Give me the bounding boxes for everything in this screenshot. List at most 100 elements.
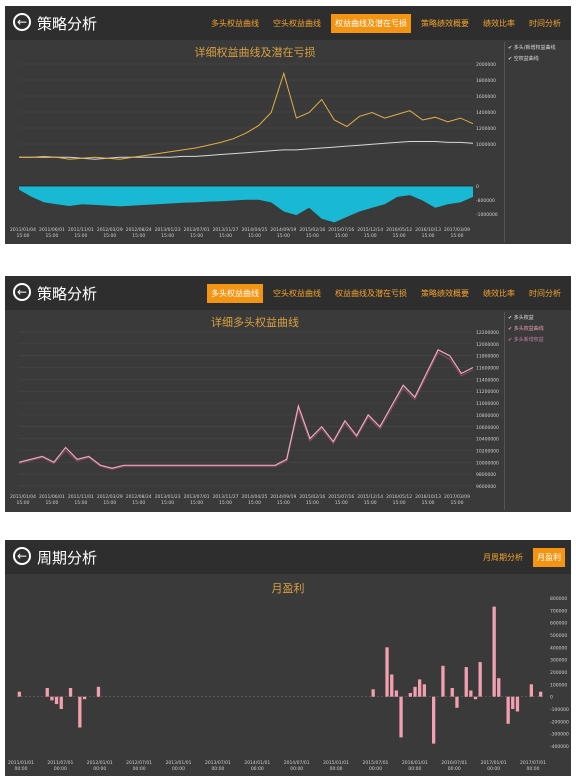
x-tick-label: 2011/06/01	[39, 227, 65, 233]
y-tick-label: 2000000	[476, 62, 496, 68]
profit-bar	[529, 684, 533, 697]
x-tick-label: 15:00	[17, 500, 30, 506]
x-tick-label: 15:00	[103, 233, 116, 239]
x-tick-label: 00:00	[172, 766, 185, 772]
y-tick-label: 100000	[550, 682, 567, 688]
x-tick-label: 15:00	[45, 233, 58, 239]
x-tick-label: 2015/02/16	[299, 494, 325, 500]
y-tick-label: -800000	[476, 198, 495, 204]
x-tick-label: 2017/01/01	[481, 760, 507, 766]
profit-bar	[515, 696, 520, 712]
tab-time-analysis[interactable]: 时间分析	[529, 19, 561, 28]
x-tick-label: 15:00	[74, 233, 87, 239]
profit-bar	[82, 696, 87, 700]
x-tick-label: 15:00	[364, 500, 377, 506]
tab-long-equity[interactable]: 多头权益曲线	[207, 284, 263, 303]
back-arrow-icon[interactable]: ←	[13, 283, 31, 301]
x-tick-label: 15:00	[451, 500, 464, 506]
tab-performance-summary[interactable]: 策略绩效概要	[421, 289, 469, 298]
profit-bar	[422, 684, 426, 697]
legend-item[interactable]: ✔ 多头新增权益	[508, 337, 544, 343]
panel-header: ← 策略分析 多头权益曲线 空头权益曲线 权益曲线及潜在亏损 策略绩效概要 绩效…	[5, 6, 571, 40]
x-tick-label: 15:00	[393, 500, 406, 506]
x-tick-label: 15:00	[132, 500, 145, 506]
y-tick-label: 1800000	[476, 78, 496, 84]
y-tick-label: 11600000	[476, 366, 499, 372]
x-tick-label: 2014/04/25	[241, 494, 267, 500]
x-tick-label: 15:00	[422, 500, 435, 506]
drawdown-area	[19, 186, 473, 223]
tab-equity-drawdown[interactable]: 权益曲线及潜在亏损	[335, 289, 407, 298]
x-tick-label: 2016/10/13	[415, 494, 441, 500]
profit-bar	[455, 696, 459, 708]
tab-monthly-profit[interactable]: 月盈利	[533, 548, 565, 567]
legend-item[interactable]: ✔ 多头/新增权益曲线	[508, 45, 556, 51]
tab-bar: 多头权益曲线 空头权益曲线 权益曲线及潜在亏损 策略绩效概要 绩效比率 时间分析	[207, 284, 565, 303]
x-tick-label: 15:00	[74, 500, 87, 506]
profit-bar	[390, 674, 394, 697]
y-tick-label: 11200000	[476, 389, 499, 395]
equity-line	[19, 71, 474, 160]
x-tick-label: 15:00	[219, 233, 232, 239]
x-tick-label: 2012/07/01	[126, 760, 152, 766]
tab-performance-summary[interactable]: 策略绩效概要	[421, 19, 469, 28]
profit-bar	[408, 693, 412, 697]
x-tick-label: 2011/01/04	[10, 494, 36, 500]
profit-bar	[506, 696, 510, 724]
tab-monthly-cycle[interactable]: 月周期分析	[483, 553, 523, 562]
x-tick-label: 2011/01/04	[10, 227, 36, 233]
profit-bar	[464, 667, 468, 697]
x-tick-label: 00:00	[487, 766, 500, 772]
profit-bar	[497, 678, 501, 697]
y-tick-label: 400000	[550, 645, 567, 651]
panel-header: ← 周期分析 月周期分析 月盈利	[5, 540, 571, 574]
tab-performance-ratio[interactable]: 绩效比率	[483, 19, 515, 28]
x-tick-label: 2013/01/23	[155, 227, 181, 233]
legend-item[interactable]: ✔ 多头权益曲线	[508, 326, 544, 332]
tab-time-analysis[interactable]: 时间分析	[529, 289, 561, 298]
x-tick-label: 15:00	[422, 233, 435, 239]
profit-bar	[492, 606, 496, 697]
x-tick-label: 2011/11/01	[68, 227, 94, 233]
tab-performance-ratio[interactable]: 绩效比率	[483, 289, 515, 298]
legend-item[interactable]: ✔ 多头权益	[508, 315, 534, 321]
profit-bar	[473, 696, 478, 700]
y-tick-label: 300000	[550, 658, 567, 664]
back-arrow-icon[interactable]: ←	[13, 547, 31, 565]
back-arrow-icon[interactable]: ←	[13, 13, 31, 31]
x-tick-label: 2012/03/29	[97, 227, 123, 233]
profit-bar	[441, 665, 445, 697]
y-tick-label: 11000000	[476, 401, 499, 407]
x-tick-label: 15:00	[161, 233, 174, 239]
profit-bar	[418, 679, 422, 697]
legend-item[interactable]: ✔ 空权益曲线	[508, 56, 539, 62]
tab-short-equity[interactable]: 空头权益曲线	[273, 19, 321, 28]
y-tick-label: 12200000	[476, 330, 499, 336]
x-tick-label: 00:00	[251, 766, 264, 772]
x-tick-label: 2013/11/27	[213, 494, 239, 500]
x-tick-label: 00:00	[15, 766, 28, 772]
y-tick-label: 1400000	[476, 110, 496, 116]
chart-legend: ✔ 多头权益 ✔ 多头权益曲线 ✔ 多头新增权益	[504, 312, 569, 510]
x-tick-label: 2014/09/19	[270, 227, 296, 233]
profit-bar	[478, 662, 482, 697]
tab-long-equity[interactable]: 多头权益曲线	[211, 19, 259, 28]
x-tick-label: 15:00	[393, 233, 406, 239]
tab-bar: 多头权益曲线 空头权益曲线 权益曲线及潜在亏损 策略绩效概要 绩效比率 时间分析	[207, 14, 565, 33]
x-tick-label: 2011/11/01	[68, 494, 94, 500]
profit-bar	[511, 696, 515, 709]
x-tick-label: 2017/07/01	[520, 760, 546, 766]
y-tick-label: 11800000	[476, 354, 499, 360]
tab-equity-drawdown[interactable]: 权益曲线及潜在亏损	[331, 14, 411, 33]
tab-short-equity[interactable]: 空头权益曲线	[273, 289, 321, 298]
x-tick-label: 15:00	[45, 500, 58, 506]
y-tick-label: -1000000	[476, 212, 498, 218]
x-tick-label: 2013/07/01	[184, 494, 210, 500]
profit-bar	[50, 696, 54, 701]
profit-bar	[539, 691, 543, 697]
x-tick-label: 2017/03/09	[444, 227, 470, 233]
y-tick-label: -300000	[550, 732, 569, 738]
x-tick-label: 2014/09/19	[270, 494, 296, 500]
x-tick-label: 15:00	[190, 500, 203, 506]
x-tick-label: 2015/02/16	[299, 227, 325, 233]
